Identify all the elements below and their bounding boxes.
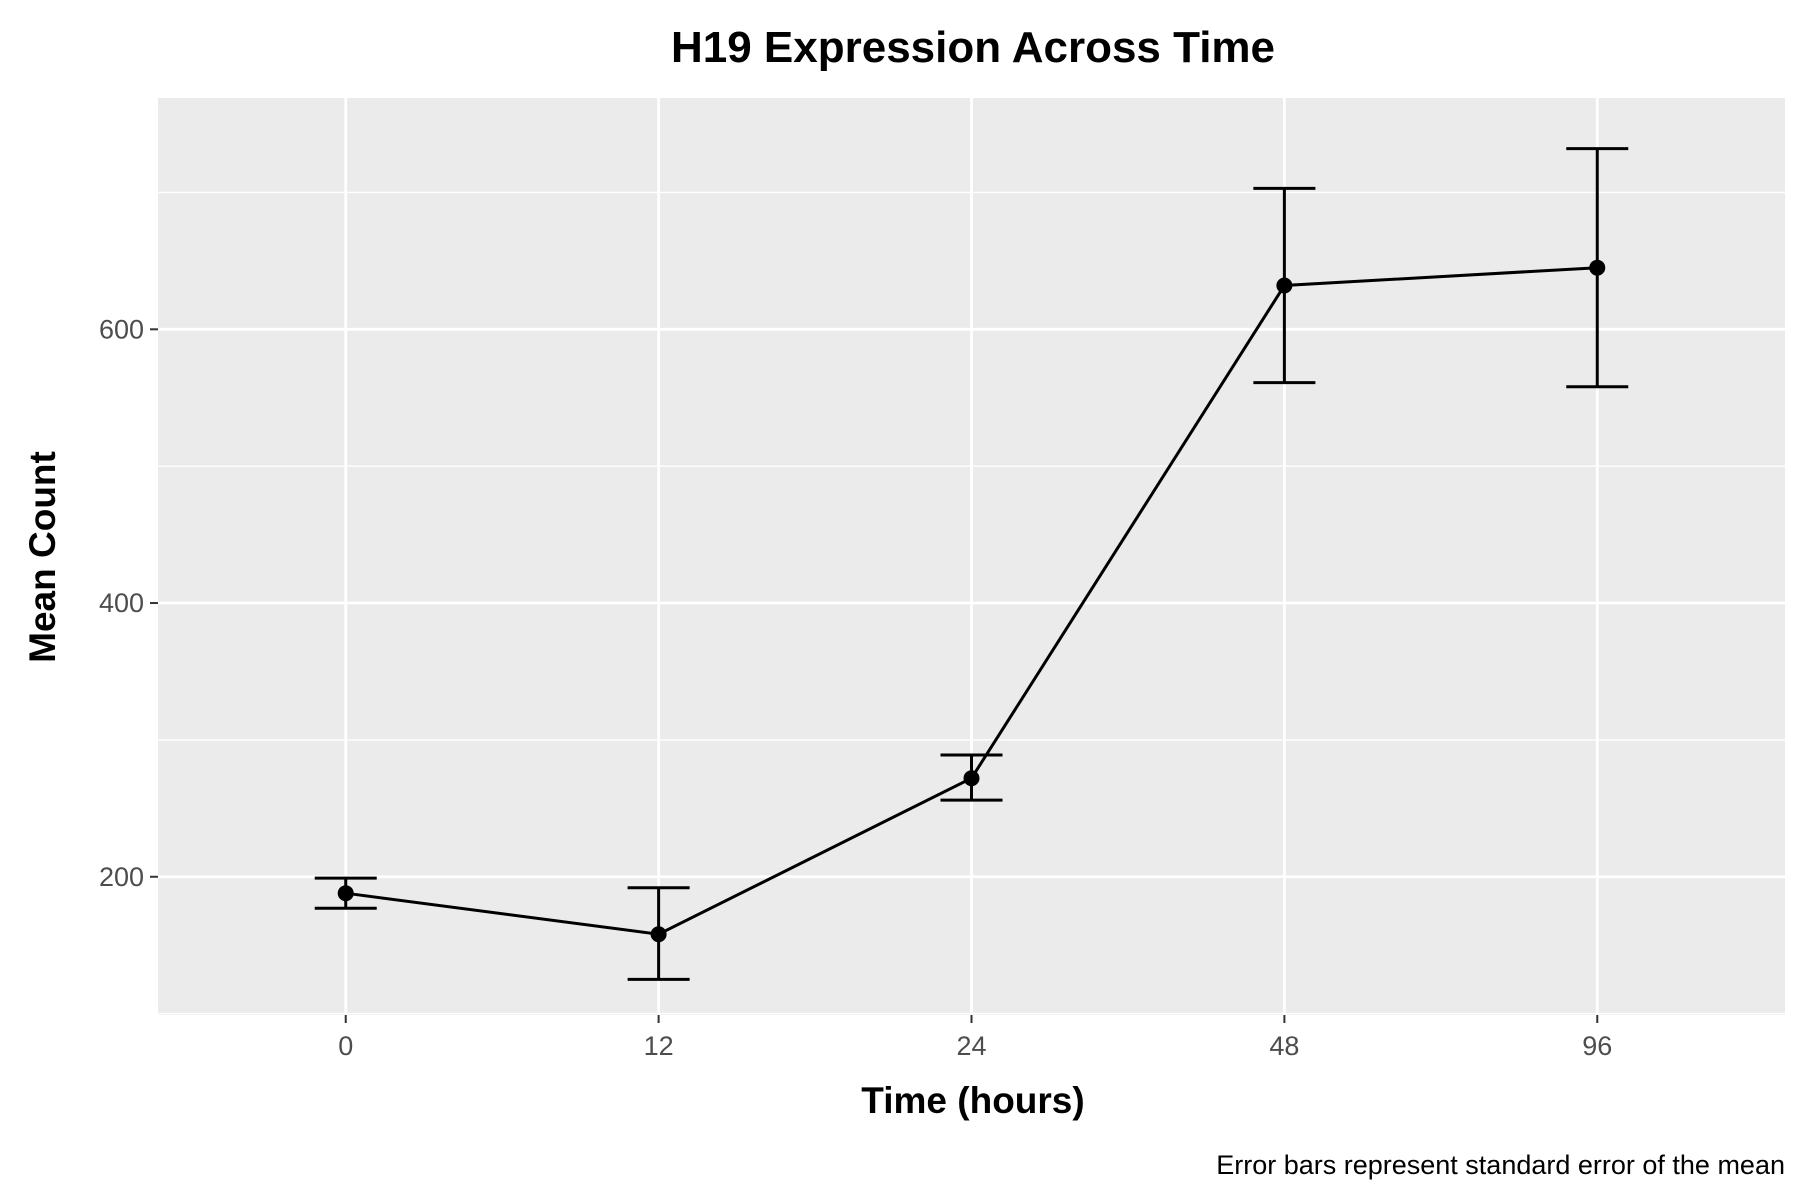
chart-caption: Error bars represent standard error of t… [1216, 1150, 1785, 1180]
y-tick-label: 600 [99, 314, 144, 344]
x-axis-title: Time (hours) [861, 1080, 1084, 1121]
data-point [963, 770, 980, 787]
x-axis: 0 12 24 48 96 [338, 1015, 1612, 1061]
x-tick-label: 12 [644, 1031, 674, 1061]
y-axis-title: Mean Count [22, 451, 63, 663]
data-point [337, 885, 354, 902]
y-axis: 200 400 600 [99, 314, 158, 892]
data-point [1276, 277, 1293, 294]
chart-title: H19 Expression Across Time [671, 23, 1275, 72]
data-points [337, 259, 1606, 943]
major-gridlines [158, 98, 1785, 1015]
x-tick-label: 24 [956, 1031, 986, 1061]
data-point [650, 926, 667, 943]
y-tick-label: 400 [99, 588, 144, 618]
y-tick-label: 200 [99, 862, 144, 892]
data-point [1589, 259, 1606, 276]
x-tick-label: 96 [1582, 1031, 1612, 1061]
x-tick-label: 48 [1269, 1031, 1299, 1061]
x-tick-label: 0 [338, 1031, 353, 1061]
